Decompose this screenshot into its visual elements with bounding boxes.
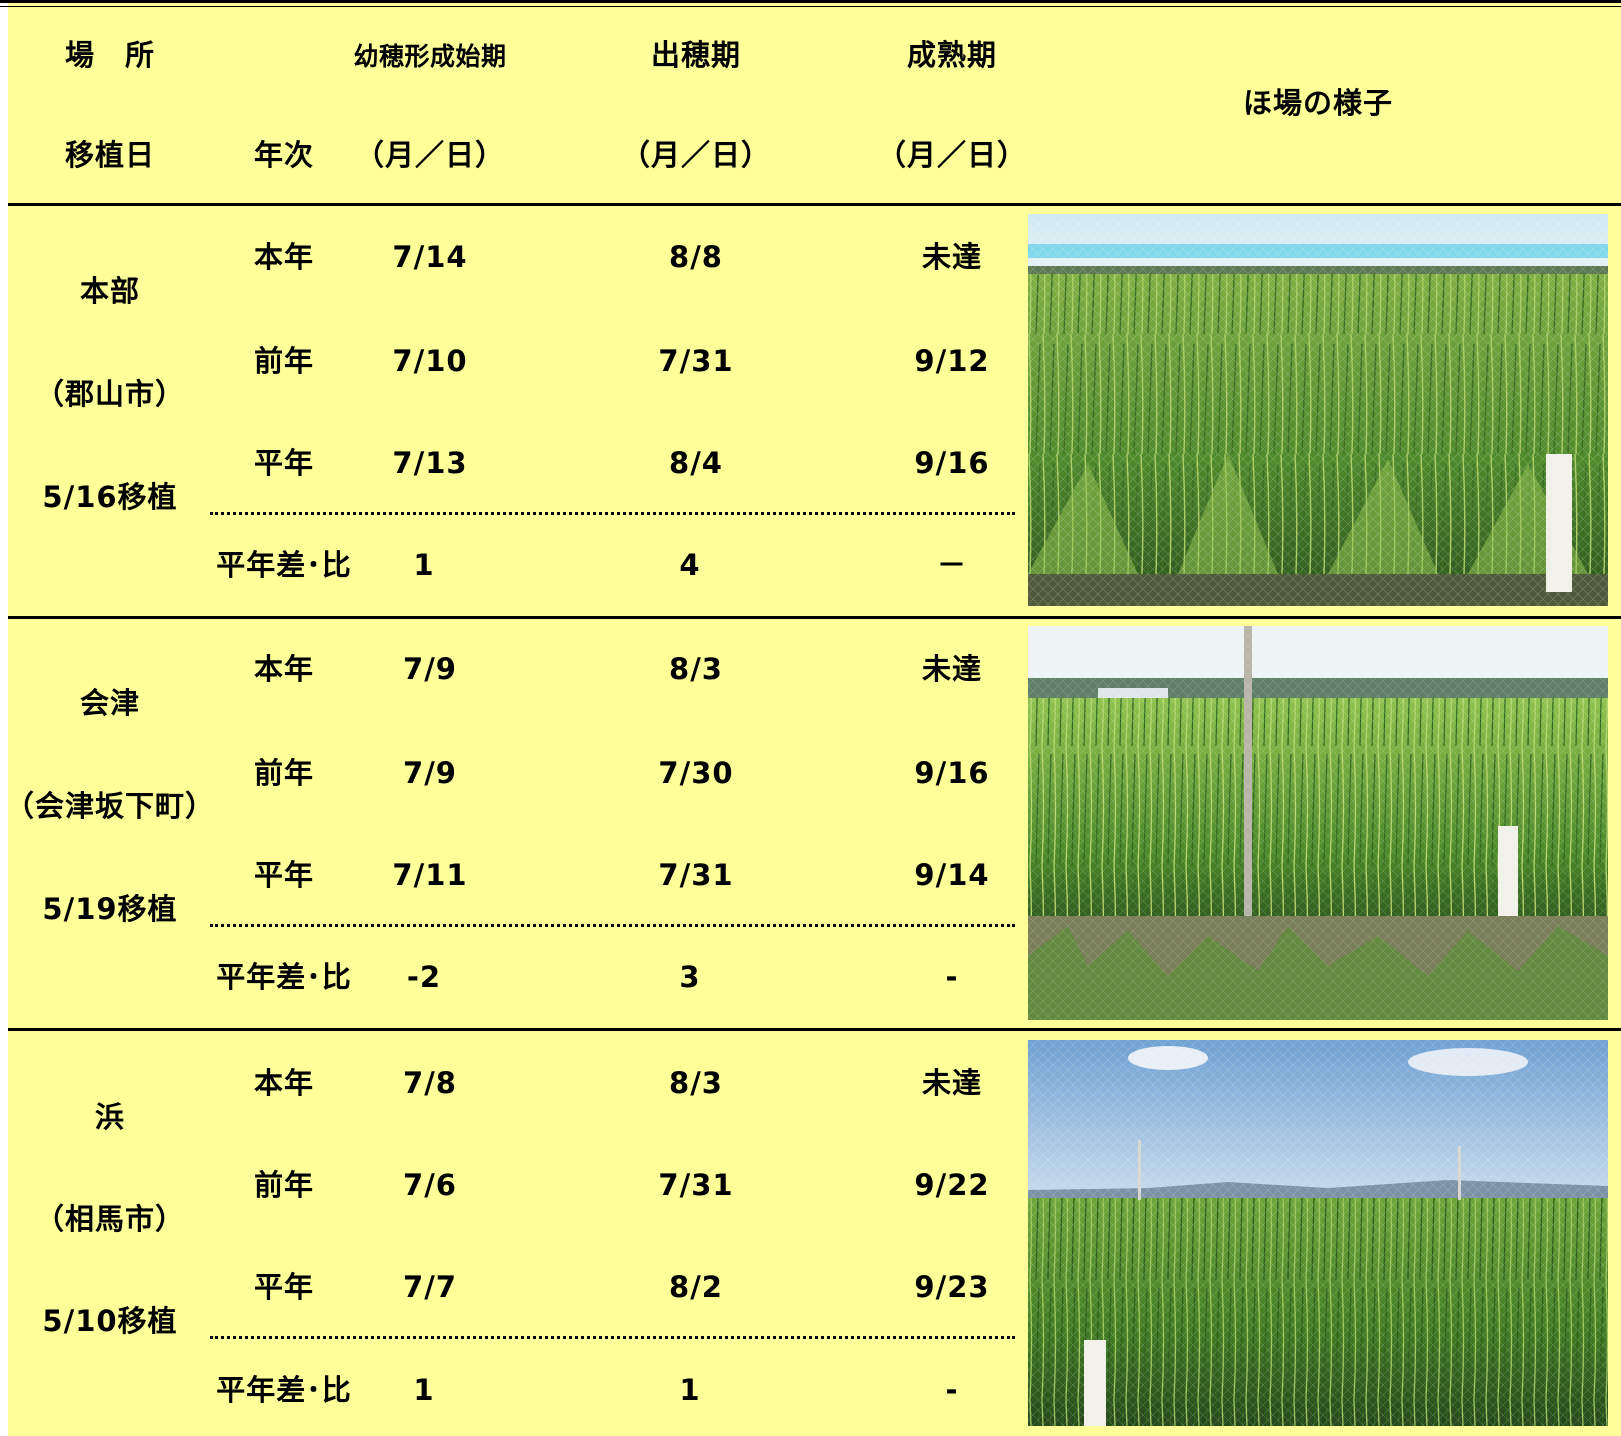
header-maturity-unit: （月／日） bbox=[876, 138, 1028, 172]
site-name: 浜 bbox=[94, 1100, 126, 1134]
site-city: （相馬市） bbox=[34, 1202, 186, 1236]
heading-diff: 1 bbox=[679, 1373, 701, 1407]
panicle-value: 7/14 bbox=[392, 240, 468, 274]
heading-value: 7/31 bbox=[658, 858, 734, 892]
panicle-value: 7/11 bbox=[392, 858, 468, 892]
year-label: 本年 bbox=[253, 240, 315, 274]
heading-diff: 3 bbox=[679, 960, 701, 994]
maturity-value: 9/16 bbox=[914, 756, 990, 790]
header-transplant: 移植日 bbox=[64, 138, 156, 172]
header-panicle-initiation: 幼穂形成始期 bbox=[353, 42, 507, 71]
site-transplant-date: 5/19移植 bbox=[42, 892, 178, 926]
header-heading-unit: （月／日） bbox=[620, 138, 772, 172]
field-photo-honbu bbox=[1028, 214, 1608, 606]
header-panicle-unit: （月／日） bbox=[354, 138, 506, 172]
field-photo-hama bbox=[1028, 1040, 1608, 1426]
heading-value: 8/3 bbox=[669, 652, 723, 686]
site-transplant-date: 5/16移植 bbox=[42, 480, 178, 514]
section-divider bbox=[8, 616, 1621, 619]
maturity-value: 9/23 bbox=[914, 1270, 990, 1304]
site-name: 会津 bbox=[79, 686, 141, 720]
maturity-diff: - bbox=[945, 960, 959, 994]
header-location: 場 所 bbox=[64, 38, 156, 72]
panicle-value: 7/9 bbox=[403, 756, 457, 790]
subtotal-divider bbox=[210, 924, 1015, 927]
panicle-diff: 1 bbox=[413, 1373, 435, 1407]
maturity-diff: - bbox=[945, 1373, 959, 1407]
site-city: （会津坂下町） bbox=[4, 789, 216, 823]
heading-value: 7/30 bbox=[658, 756, 734, 790]
panicle-diff: 1 bbox=[413, 548, 435, 582]
header-year: 年次 bbox=[253, 138, 315, 172]
panicle-value: 7/6 bbox=[403, 1168, 457, 1202]
maturity-diff: － bbox=[936, 548, 968, 582]
year-label: 前年 bbox=[253, 756, 315, 790]
subtotal-divider bbox=[210, 1336, 1015, 1339]
maturity-value: 9/16 bbox=[914, 446, 990, 480]
year-label: 平年 bbox=[253, 446, 315, 480]
heading-value: 8/3 bbox=[669, 1066, 723, 1100]
year-label: 平年 bbox=[253, 858, 315, 892]
heading-value: 7/31 bbox=[658, 1168, 734, 1202]
site-city: （郡山市） bbox=[34, 377, 186, 411]
year-label: 本年 bbox=[253, 1066, 315, 1100]
year-label: 平年 bbox=[253, 1270, 315, 1304]
heading-value: 8/4 bbox=[669, 446, 723, 480]
maturity-value: 9/12 bbox=[914, 344, 990, 378]
year-label: 平年差･比 bbox=[216, 548, 352, 582]
year-label: 前年 bbox=[253, 344, 315, 378]
year-label: 平年差･比 bbox=[216, 1373, 352, 1407]
site-name: 本部 bbox=[79, 274, 141, 308]
header-bottom-rule bbox=[8, 203, 1621, 206]
panicle-value: 7/10 bbox=[392, 344, 468, 378]
maturity-value: 未達 bbox=[921, 1066, 983, 1100]
maturity-value: 9/14 bbox=[914, 858, 990, 892]
year-label: 本年 bbox=[253, 652, 315, 686]
section-divider bbox=[8, 1028, 1621, 1031]
heading-diff: 4 bbox=[679, 548, 701, 582]
maturity-value: 9/22 bbox=[914, 1168, 990, 1202]
header-heading: 出穂期 bbox=[650, 38, 742, 72]
panicle-value: 7/9 bbox=[403, 652, 457, 686]
panicle-value: 7/7 bbox=[403, 1270, 457, 1304]
top-rule-thin bbox=[0, 6, 1621, 7]
heading-value: 8/8 bbox=[669, 240, 723, 274]
panicle-value: 7/13 bbox=[392, 446, 468, 480]
header-field-photo: ほ場の様子 bbox=[1242, 86, 1394, 120]
subtotal-divider bbox=[210, 512, 1015, 515]
heading-value: 8/2 bbox=[669, 1270, 723, 1304]
top-rule bbox=[0, 0, 1621, 3]
panicle-value: 7/8 bbox=[403, 1066, 457, 1100]
maturity-value: 未達 bbox=[921, 652, 983, 686]
site-transplant-date: 5/10移植 bbox=[42, 1304, 178, 1338]
panicle-diff: -2 bbox=[406, 960, 442, 994]
maturity-value: 未達 bbox=[921, 240, 983, 274]
header-maturity: 成熟期 bbox=[906, 38, 998, 72]
heading-value: 7/31 bbox=[658, 344, 734, 378]
year-label: 前年 bbox=[253, 1168, 315, 1202]
field-photo-aizu bbox=[1028, 626, 1608, 1020]
year-label: 平年差･比 bbox=[216, 960, 352, 994]
